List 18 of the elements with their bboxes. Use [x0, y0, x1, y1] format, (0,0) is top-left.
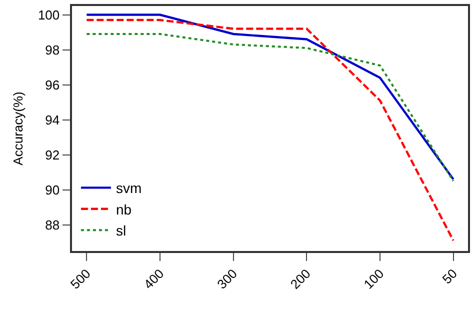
legend-label: nb	[116, 201, 132, 218]
legend-label: svm	[116, 180, 142, 196]
x-tick-label: 500	[67, 266, 94, 292]
y-tick-label: 92	[45, 147, 60, 162]
x-tick-label: 50	[439, 266, 460, 287]
y-tick-label: 98	[45, 42, 60, 58]
y-axis-title: Accuracy(%)	[10, 92, 26, 166]
y-tick-label: 90	[45, 182, 60, 198]
x-tick-label: 200	[287, 266, 314, 292]
legend-label: sl	[116, 222, 126, 239]
y-tick-label: 100	[38, 7, 60, 22]
x-tick-label: 300	[214, 266, 240, 292]
x-tick-label: 400	[140, 266, 167, 292]
x-tick-label: 100	[360, 266, 387, 292]
line-series	[86, 18, 454, 242]
y-tick-label: 94	[45, 112, 60, 128]
y-tick-label: 88	[45, 217, 60, 232]
y-tick-label: 96	[45, 77, 60, 92]
